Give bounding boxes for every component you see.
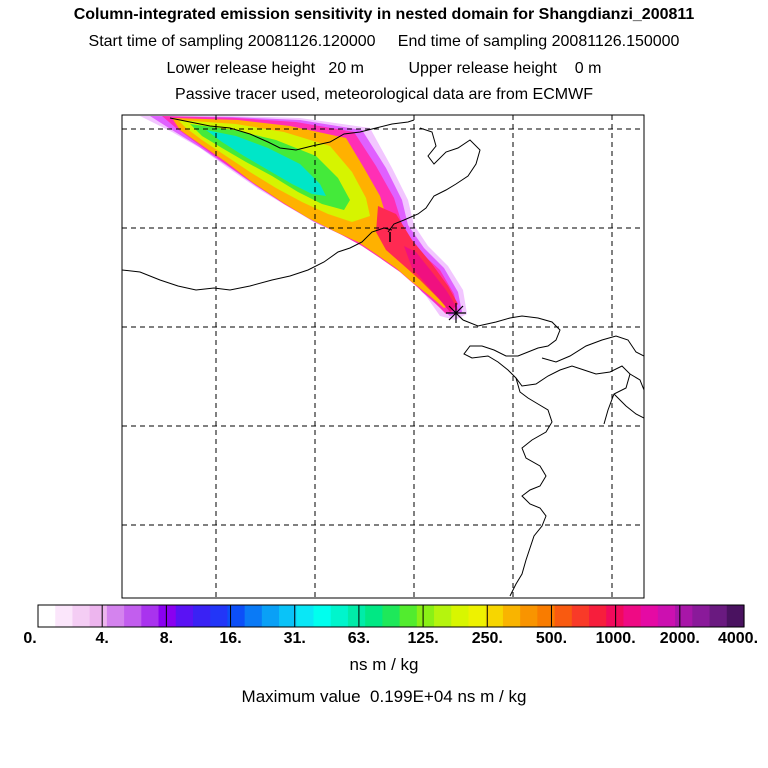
colorbar-cell	[72, 605, 91, 627]
colorbar-cell	[89, 605, 108, 627]
colorbar-cell	[192, 605, 211, 627]
colorbar-cell	[244, 605, 263, 627]
colorbar-cell	[675, 605, 693, 627]
colorbar-cell	[692, 605, 711, 627]
colorbar-cell	[124, 605, 142, 627]
colorbar-cell	[227, 605, 246, 627]
colorbar-cell	[571, 605, 590, 627]
receptor-star-icon	[446, 303, 466, 323]
colorbar-tick-label: 4.	[95, 630, 109, 647]
max-value-line: Maximum value 0.199E+04 ns m / kg	[241, 687, 527, 706]
colorbar-cell	[485, 605, 504, 627]
colorbar-tick-label: 16.	[219, 630, 242, 647]
colorbar-cell	[451, 605, 470, 627]
colorbar-cell	[330, 605, 349, 627]
colorbar-cell	[261, 605, 280, 627]
colorbar-tick-label: 8.	[159, 630, 174, 647]
colorbar-cell	[537, 605, 556, 627]
colorbar-tick-label: 4000.	[717, 630, 759, 647]
map-frame	[121, 114, 645, 599]
colorbar-tick-label: 125.	[407, 630, 439, 647]
river-line	[122, 227, 393, 291]
colorbar-cell	[175, 605, 194, 627]
colorbar-cell	[416, 605, 435, 627]
border-east	[613, 373, 644, 419]
colorbar-cell	[141, 605, 160, 627]
release-height-line: Lower release height 20 m Upper release …	[166, 60, 602, 77]
colorbar-cell	[382, 605, 401, 627]
colorbar-tick-label: 0.	[23, 630, 37, 647]
sampling-time-line: Start time of sampling 20081126.120000 E…	[88, 33, 680, 50]
colorbar-cell	[554, 605, 573, 627]
colorbar-cell	[347, 605, 366, 627]
colorbar-cell	[623, 605, 642, 627]
colorbar-tick-label: 250.	[471, 630, 503, 647]
colorbar-tick-label: 63.	[347, 630, 371, 647]
colorbar-cell	[502, 605, 521, 627]
colorbar-frame	[37, 604, 745, 628]
colorbar-cell	[365, 605, 383, 627]
colorbar-cell	[296, 605, 315, 627]
colorbar-cell	[640, 605, 659, 627]
plume-source	[404, 246, 456, 312]
colorbar-tick-label: 500.	[535, 630, 568, 647]
colorbar-cell	[55, 605, 74, 627]
colorbar-cell	[468, 605, 487, 627]
colorbar-cell	[589, 605, 607, 627]
colorbar-tick-label: 1000.	[595, 630, 636, 647]
colorbar-tick-label: 31.	[283, 630, 306, 647]
colorbar-cell	[313, 605, 332, 627]
border-line	[169, 117, 415, 151]
colorbar-cell	[726, 605, 745, 627]
colorbar-units: ns m / kg	[349, 655, 419, 674]
colorbar-cell	[158, 605, 177, 627]
plot-title: Column-integrated emission sensitivity i…	[73, 6, 695, 23]
colorbar-cell	[279, 605, 297, 627]
colorbar-cell	[210, 605, 229, 627]
colorbar-cell	[106, 605, 125, 627]
colorbar-cell	[434, 605, 452, 627]
tracer-info-line: Passive tracer used, meteorological data…	[175, 86, 593, 103]
colorbar-tick-label: 2000.	[659, 630, 700, 647]
plume-peak	[206, 130, 326, 196]
colorbar-cell	[709, 605, 728, 627]
peninsula-outline	[541, 335, 644, 363]
coastline-south	[462, 315, 631, 425]
colorbar-cell	[399, 605, 418, 627]
coastline	[387, 127, 481, 233]
coastline-lower	[509, 377, 553, 597]
colorbar-cell	[520, 605, 538, 627]
colorbar-cell	[38, 605, 56, 627]
colorbar-cell	[657, 605, 676, 627]
